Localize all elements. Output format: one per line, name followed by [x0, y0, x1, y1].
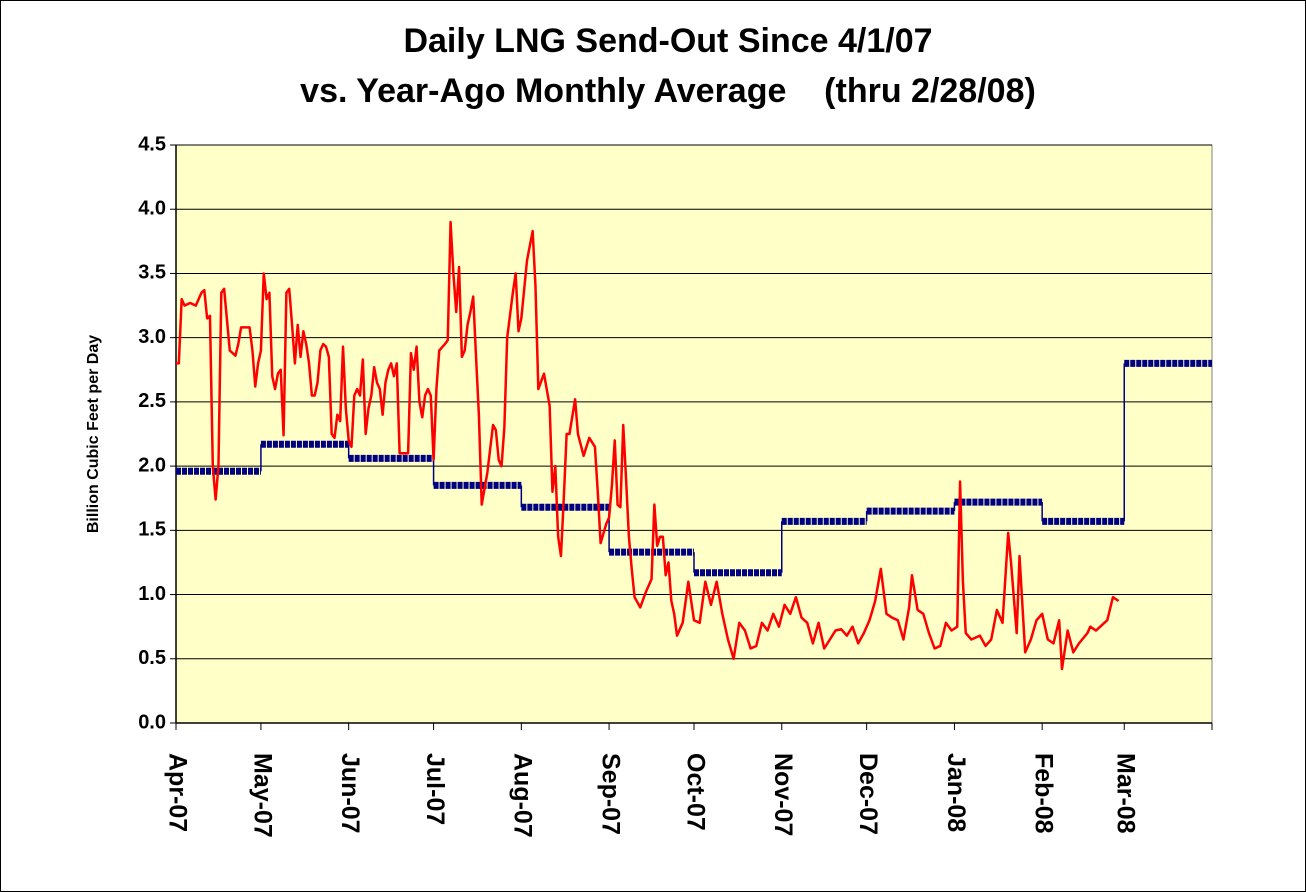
x-tick-label: Nov-07: [769, 753, 797, 836]
x-tick-label: Sep-07: [596, 753, 624, 835]
chart-title: vs. Year-Ago Monthly Average (thru 2/28/…: [300, 72, 1036, 110]
x-tick-label: Oct-07: [681, 753, 709, 831]
y-tick-label: 3.5: [138, 262, 166, 284]
y-tick-label: 4.0: [138, 198, 166, 220]
x-tick-label: Feb-08: [1030, 753, 1058, 834]
x-tick-label: Mar-08: [1112, 753, 1140, 834]
y-tick-label: 0.0: [138, 711, 166, 733]
y-tick-label: 4.5: [138, 133, 166, 155]
daily-line: [176, 220, 1120, 671]
x-tick-label: May-07: [248, 753, 276, 838]
y-tick-label: 1.0: [138, 583, 166, 605]
x-tick-label: Jun-07: [336, 753, 364, 834]
y-tick-label: 1.5: [138, 519, 166, 541]
x-tick-label: Jul-07: [421, 753, 449, 825]
y-axis-label: Billion Cubic Feet per Day: [85, 335, 102, 533]
chart-title: Daily LNG Send-Out Since 4/1/07: [403, 22, 932, 60]
x-tick-label: Jan-08: [942, 753, 970, 832]
y-tick-label: 3.0: [138, 326, 166, 348]
x-tick-label: Apr-07: [163, 753, 191, 832]
y-tick-label: 0.5: [138, 647, 166, 669]
x-tick-label: Dec-07: [854, 753, 882, 835]
x-tick-label: Aug-07: [509, 753, 537, 838]
y-tick-label: 2.0: [138, 454, 166, 476]
y-tick-label: 2.5: [138, 390, 166, 412]
